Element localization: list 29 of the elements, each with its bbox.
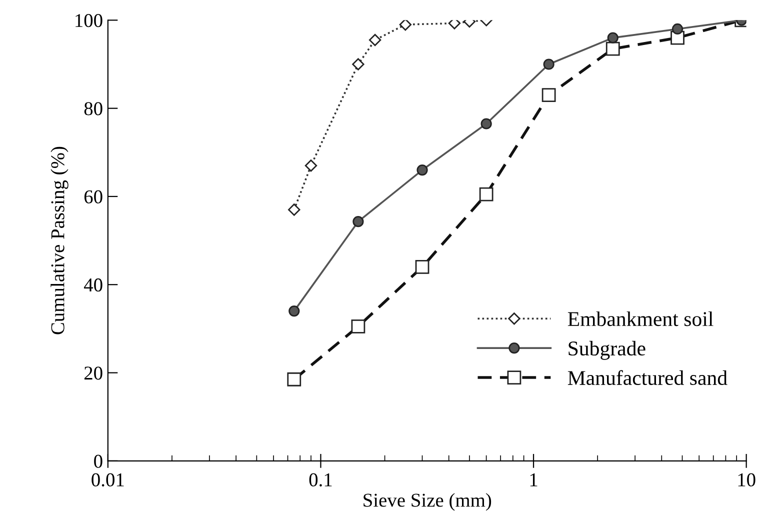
point <box>543 58 554 70</box>
point <box>287 372 302 386</box>
y-tick-label: 60 <box>84 190 102 204</box>
y-tick-label: 100 <box>76 14 102 28</box>
point <box>479 187 494 202</box>
point <box>415 260 430 274</box>
point <box>288 204 300 216</box>
point <box>352 216 364 228</box>
legend-label: Subgrade <box>568 340 646 360</box>
point <box>542 88 556 102</box>
point <box>606 42 620 56</box>
y-tick-label: 80 <box>84 102 102 116</box>
point <box>480 118 492 130</box>
y-tick-label: 20 <box>84 366 102 380</box>
point <box>351 320 366 334</box>
legend-label: Embankment soil <box>568 311 714 326</box>
point <box>607 32 618 44</box>
point <box>288 306 300 317</box>
legend-label: Manufactured sand <box>568 370 728 386</box>
x-tick-label: 0.1 <box>309 473 332 486</box>
y-tick-label: 0 <box>94 454 102 468</box>
point <box>672 23 684 35</box>
x-tick-label: 0.01 <box>92 473 124 486</box>
y-axis-title: Cumulative Passing (%) <box>50 146 68 334</box>
y-tick-label: 40 <box>84 278 102 292</box>
x-tick-label: 1 <box>530 473 538 486</box>
point <box>416 164 428 176</box>
x-axis-title: Sieve Size (mm) <box>364 493 492 511</box>
x-tick-label: 10 <box>738 473 756 486</box>
